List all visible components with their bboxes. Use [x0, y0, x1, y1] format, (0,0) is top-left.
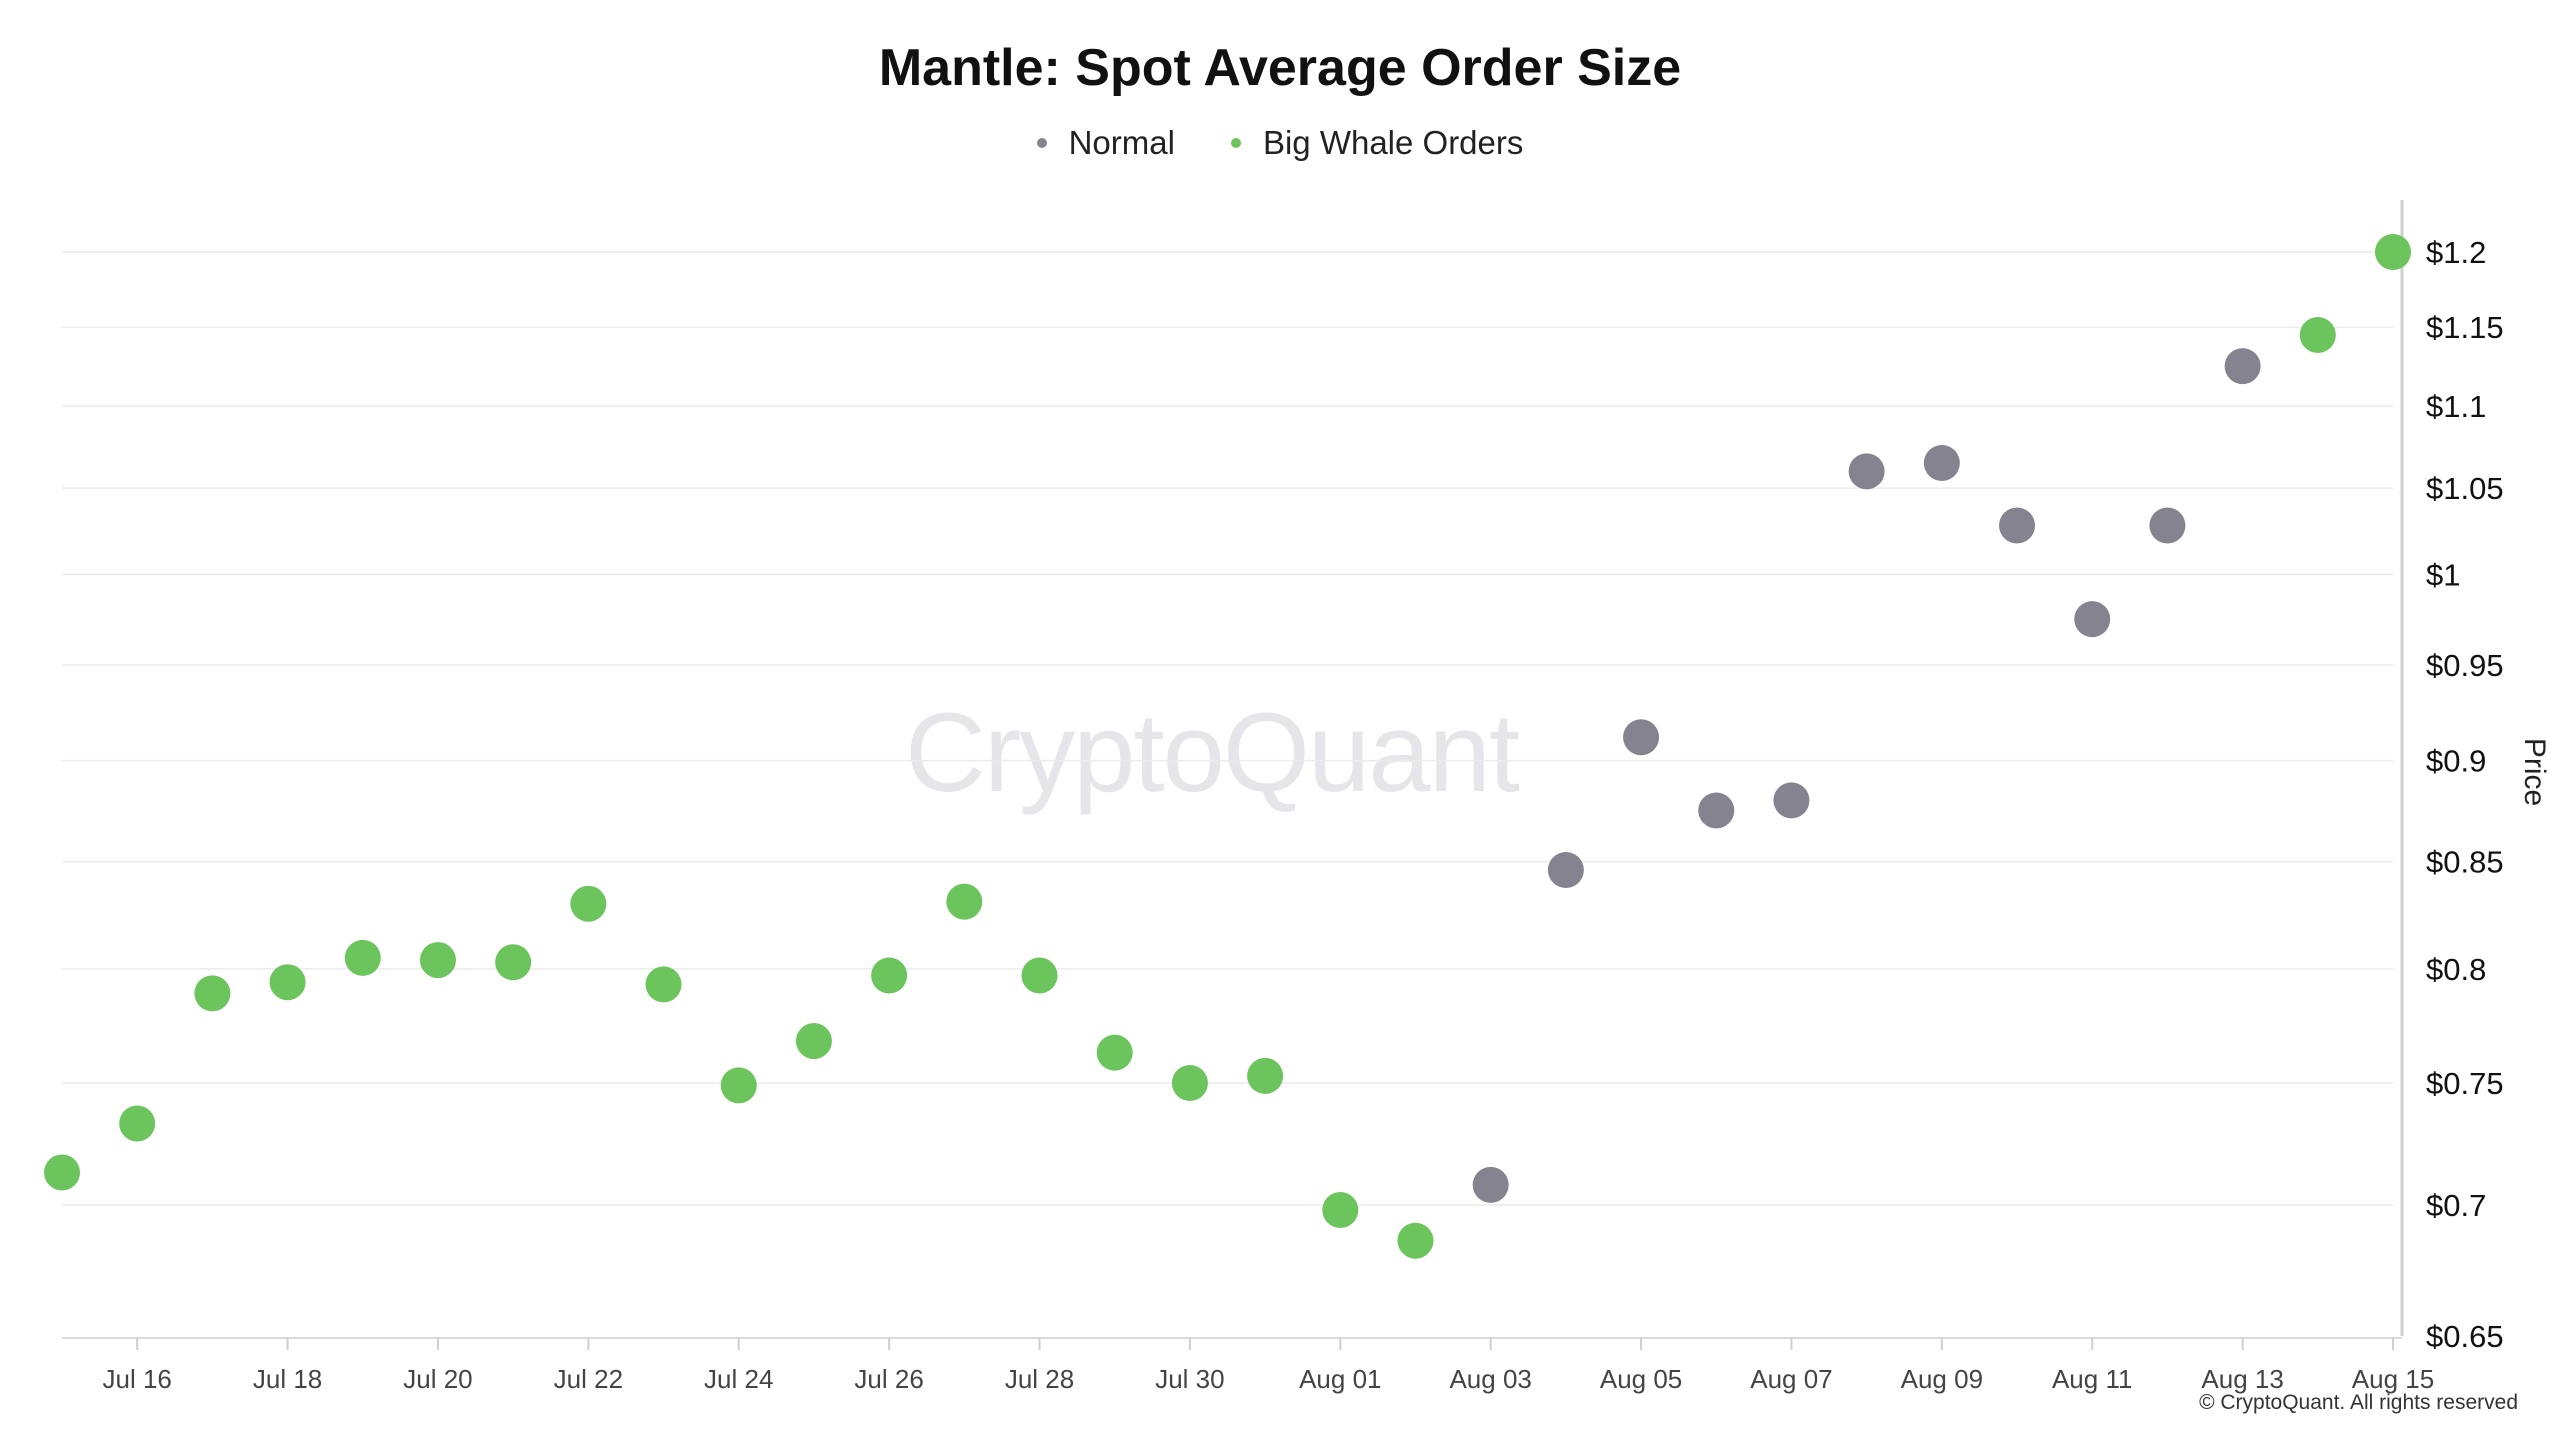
x-tick-label: Jul 26 — [854, 1364, 923, 1394]
point-big-whale-orders[interactable] — [1247, 1057, 1284, 1094]
y-axis-ticks: $0.65 $0.7 $0.75 $0.8 $0.85 $0.9 $0.95 $1 $1.05 $… — [2426, 235, 2504, 1354]
x-tick-label: Aug 13 — [2201, 1364, 2283, 1394]
point-normal[interactable] — [1547, 852, 1584, 889]
point-normal[interactable] — [1999, 507, 2036, 544]
point-big-whale-orders[interactable] — [1096, 1034, 1133, 1071]
point-normal[interactable] — [1623, 719, 1660, 756]
point-big-whale-orders[interactable] — [2375, 234, 2411, 270]
x-tick-label: Jul 22 — [554, 1364, 623, 1394]
point-big-whale-orders[interactable] — [344, 939, 381, 976]
x-tick-label: Jul 20 — [403, 1364, 472, 1394]
point-big-whale-orders[interactable] — [570, 885, 607, 922]
x-tick-label: Aug 09 — [1901, 1364, 1983, 1394]
chart-title: Mantle: Spot Average Order Size — [878, 39, 1682, 97]
x-tick-label: Aug 01 — [1299, 1364, 1381, 1394]
point-big-whale-orders[interactable] — [419, 942, 456, 979]
point-big-whale-orders[interactable] — [2299, 316, 2336, 353]
point-big-whale-orders[interactable] — [1397, 1222, 1434, 1259]
watermark: CryptoQuant — [905, 690, 1520, 815]
x-axis-ticks: Jul 16 Jul 18 Jul 20 Jul 22 Jul 24 Jul 26 Jul … — [102, 1338, 2434, 1394]
x-tick-label: Aug 03 — [1449, 1364, 1531, 1394]
point-big-whale-orders[interactable] — [495, 944, 532, 981]
x-tick-label: Jul 18 — [253, 1364, 322, 1394]
y-tick-label: $0.9 — [2426, 744, 2486, 779]
x-tick-label: Jul 28 — [1005, 1364, 1074, 1394]
legend-item-normal[interactable]: Normal — [1036, 124, 1175, 162]
x-tick-label: Aug 05 — [1600, 1364, 1682, 1394]
point-big-whale-orders[interactable] — [795, 1023, 832, 1060]
legend-label-normal: Normal — [1068, 124, 1175, 161]
point-big-whale-orders[interactable] — [269, 964, 306, 1001]
data-points — [44, 234, 2411, 1259]
y-tick-label: $1.2 — [2426, 235, 2486, 270]
x-tick-label: Aug 15 — [2352, 1364, 2434, 1394]
y-tick-label: $0.85 — [2426, 845, 2504, 880]
point-big-whale-orders[interactable] — [1171, 1064, 1208, 1101]
point-normal[interactable] — [2149, 507, 2186, 544]
y-tick-label: $1.15 — [2426, 310, 2504, 345]
point-normal[interactable] — [1848, 453, 1885, 490]
point-big-whale-orders[interactable] — [1021, 957, 1058, 994]
legend-marker-big-whale-orders — [1230, 138, 1241, 148]
legend-marker-normal — [1036, 138, 1047, 148]
point-normal[interactable] — [2074, 601, 2111, 638]
point-big-whale-orders[interactable] — [194, 975, 231, 1012]
point-normal[interactable] — [2224, 348, 2261, 385]
axes — [62, 200, 2404, 1339]
y-tick-label: $0.7 — [2426, 1188, 2486, 1223]
y-axis-label: Price — [2518, 738, 2551, 806]
point-big-whale-orders[interactable] — [1322, 1192, 1359, 1229]
y-tick-label: $0.8 — [2426, 952, 2486, 987]
x-tick-label: Jul 24 — [704, 1364, 773, 1394]
y-tick-label: $1.05 — [2426, 471, 2504, 506]
x-tick-label: Aug 11 — [2052, 1364, 2132, 1394]
point-normal[interactable] — [1773, 782, 1810, 819]
point-big-whale-orders[interactable] — [871, 957, 908, 994]
point-big-whale-orders[interactable] — [44, 1154, 80, 1191]
point-normal[interactable] — [1472, 1166, 1509, 1203]
gridlines — [62, 251, 2393, 1206]
y-tick-label: $1 — [2426, 557, 2460, 592]
point-big-whale-orders[interactable] — [946, 883, 983, 920]
legend-item-big-whale-orders[interactable]: Big Whale Orders — [1230, 124, 1524, 162]
x-tick-label: Jul 16 — [102, 1364, 171, 1394]
point-big-whale-orders[interactable] — [720, 1067, 757, 1104]
point-normal[interactable] — [1923, 445, 1960, 482]
point-big-whale-orders[interactable] — [119, 1105, 156, 1142]
y-tick-label: $1.1 — [2426, 389, 2486, 424]
y-tick-label: $0.95 — [2426, 648, 2504, 683]
copyright-notice: © CryptoQuant. All rights reserved — [2199, 1391, 2518, 1414]
point-normal[interactable] — [1698, 792, 1735, 829]
x-tick-label: Jul 30 — [1155, 1364, 1224, 1394]
y-tick-label: $0.65 — [2426, 1319, 2504, 1354]
y-tick-label: $0.75 — [2426, 1066, 2504, 1101]
point-big-whale-orders[interactable] — [645, 966, 682, 1003]
x-tick-label: Aug 07 — [1750, 1364, 1832, 1394]
legend: Normal Big Whale Orders — [0, 124, 2560, 162]
legend-label-big-whale-orders: Big Whale Orders — [1262, 124, 1524, 161]
